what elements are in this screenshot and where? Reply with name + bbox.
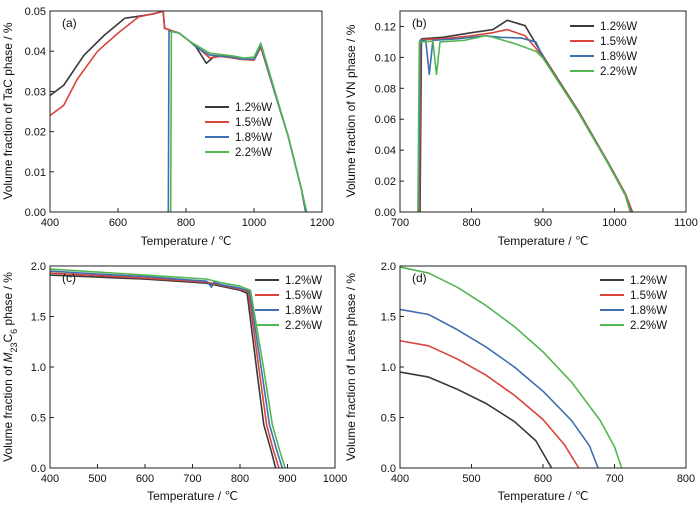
x-tick-label: 700 xyxy=(183,473,201,485)
legend-label: 2.2%W xyxy=(630,320,667,332)
legend-label: 1.8%W xyxy=(630,305,667,317)
x-axis-label: Temperature / ℃ xyxy=(141,234,232,248)
x-tick-label: 600 xyxy=(109,217,127,229)
series-line-1_2pctW xyxy=(400,371,553,469)
y-tick-label: 0.00 xyxy=(25,207,46,219)
legend: 1.2%W 1.5%W 1.8%W 2.2%W xyxy=(255,275,322,332)
y-tick-label: 1.5 xyxy=(31,312,46,324)
panel-a: 400 600 800 1000 1200 0.00 0.01 0.02 0.03 0.04 0.0… xyxy=(1,6,334,248)
y-tick-label: 0.02 xyxy=(25,127,46,139)
panel-letter: (a) xyxy=(62,16,77,30)
x-tick-label: 800 xyxy=(177,217,195,229)
y-tick-label: 0.5 xyxy=(31,413,46,425)
series-line-1_5pctW xyxy=(50,272,280,469)
y-tick-label: 1.0 xyxy=(381,362,396,374)
panel-letter: (b) xyxy=(412,16,427,30)
x-tick-label: 400 xyxy=(391,473,409,485)
legend-label: 1.8%W xyxy=(235,132,272,144)
panel-c: 400 500 600 700 800 900 1000 0.0 0.5 1.0 1.5 2.0 (c)… xyxy=(1,261,347,503)
series-line-2_2pctW xyxy=(400,266,623,469)
y-tick-label: 0.0 xyxy=(31,463,46,475)
legend-label: 1.8%W xyxy=(600,51,637,63)
legend-label: 1.5%W xyxy=(600,36,637,48)
legend-label: 1.5%W xyxy=(285,290,322,302)
panel-b: 700 800 900 1000 1100 0.00 0.02 0.04 0.06 0.08 0.1… xyxy=(344,10,698,248)
y-tick-label: 2.0 xyxy=(31,261,46,273)
x-axis-label: Temperature / ℃ xyxy=(498,489,589,503)
legend-label: 1.2%W xyxy=(600,21,637,33)
legend-label: 2.2%W xyxy=(285,320,322,332)
y-tick-label: 0.10 xyxy=(375,52,396,64)
x-tick-label: 1000 xyxy=(602,217,626,229)
x-axis-label: Temperature / ℃ xyxy=(498,234,589,248)
legend: 1.2%W 1.5%W 1.8%W 2.2%W xyxy=(205,102,272,159)
y-tick-label: 1.0 xyxy=(31,362,46,374)
y-tick-label: 0.5 xyxy=(381,413,396,425)
x-tick-label: 600 xyxy=(136,473,154,485)
legend-label: 1.2%W xyxy=(285,275,322,287)
x-tick-label: 1000 xyxy=(323,473,347,485)
x-tick-label: 500 xyxy=(462,473,480,485)
series-line-1_8pctW xyxy=(400,308,599,469)
y-tick-label: 0.02 xyxy=(375,176,396,188)
legend-label: 1.5%W xyxy=(235,117,272,129)
x-tick-label: 400 xyxy=(41,217,59,229)
y-tick-label: 0.03 xyxy=(25,86,46,98)
x-tick-label: 1200 xyxy=(310,217,334,229)
legend-label: 2.2%W xyxy=(235,147,272,159)
series-line-1_2pctW xyxy=(50,274,277,469)
x-tick-label: 600 xyxy=(534,473,552,485)
panel-letter: (c) xyxy=(62,271,76,285)
panel-d: 400 500 600 700 800 0.0 0.5 1.0 1.5 2.0 (d) Tempera… xyxy=(344,261,695,503)
series-line-2_2pctW xyxy=(417,34,631,213)
series-line-2_2pctW xyxy=(169,30,308,213)
y-tick-label: 0.0 xyxy=(381,463,396,475)
x-tick-label: 1000 xyxy=(242,217,266,229)
y-tick-label: 0.01 xyxy=(25,167,46,179)
x-tick-label: 800 xyxy=(677,473,695,485)
x-tick-label: 800 xyxy=(231,473,249,485)
y-axis-label: Volume fraction of Laves phase / % xyxy=(344,273,358,461)
x-tick-label: 900 xyxy=(534,217,552,229)
y-tick-label: 0.04 xyxy=(25,46,46,58)
legend-label: 2.2%W xyxy=(600,66,637,78)
y-tick-label: 0.08 xyxy=(375,83,396,95)
y-tick-label: 0.05 xyxy=(25,6,46,18)
x-tick-label: 700 xyxy=(605,473,623,485)
legend-label: 1.2%W xyxy=(630,275,667,287)
x-tick-label: 1100 xyxy=(674,217,698,229)
legend-label: 1.2%W xyxy=(235,102,272,114)
y-axis-label: Volume fraction of TaC phase / % xyxy=(1,22,15,200)
panel-letter: (d) xyxy=(412,271,427,285)
x-tick-label: 900 xyxy=(278,473,296,485)
legend: 1.2%W 1.5%W 1.8%W 2.2%W xyxy=(570,21,637,78)
y-tick-label: 0.06 xyxy=(375,114,396,126)
series-line-1_2pctW xyxy=(419,19,634,213)
y-tick-label: 0.00 xyxy=(375,207,396,219)
legend-label: 1.5%W xyxy=(630,290,667,302)
legend-label: 1.8%W xyxy=(285,305,322,317)
x-tick-label: 500 xyxy=(88,473,106,485)
x-axis-label: Temperature / ℃ xyxy=(147,489,238,503)
series-line-1_5pctW xyxy=(400,339,580,469)
y-tick-label: 0.04 xyxy=(375,145,396,157)
x-tick-label: 800 xyxy=(462,217,480,229)
x-tick-label: 400 xyxy=(41,473,59,485)
legend: 1.2%W 1.5%W 1.8%W 2.2%W xyxy=(600,275,667,332)
series-line-2_2pctW xyxy=(50,268,286,469)
y-axis-label: Volume fraction of VN phase / % xyxy=(344,24,358,197)
y-axis-label: Volume fraction of M23C6 phase / % xyxy=(1,272,19,462)
x-tick-label: 700 xyxy=(391,217,409,229)
y-tick-label: 1.5 xyxy=(381,312,396,324)
y-tick-label: 0.12 xyxy=(375,21,396,33)
series-line-1_8pctW xyxy=(50,270,284,469)
y-tick-label: 2.0 xyxy=(381,261,396,273)
